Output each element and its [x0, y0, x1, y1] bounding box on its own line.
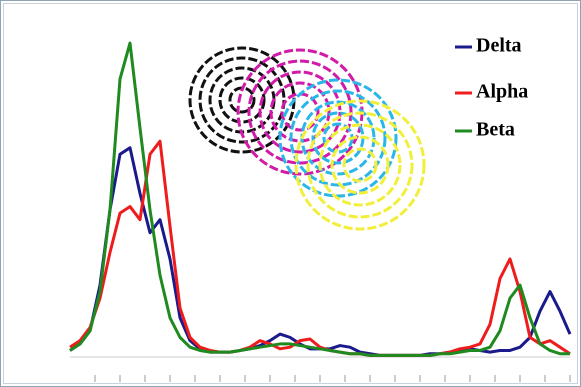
legend-label: Beta: [476, 119, 515, 141]
legend-label: Delta: [476, 35, 522, 57]
series-line: [69, 41, 570, 357]
inner-frame: [3, 3, 578, 384]
fingerprints: [188, 46, 426, 231]
series-line: [69, 139, 571, 357]
legend-label: Alpha: [476, 81, 528, 103]
fingerprint-yellow: [294, 99, 426, 231]
